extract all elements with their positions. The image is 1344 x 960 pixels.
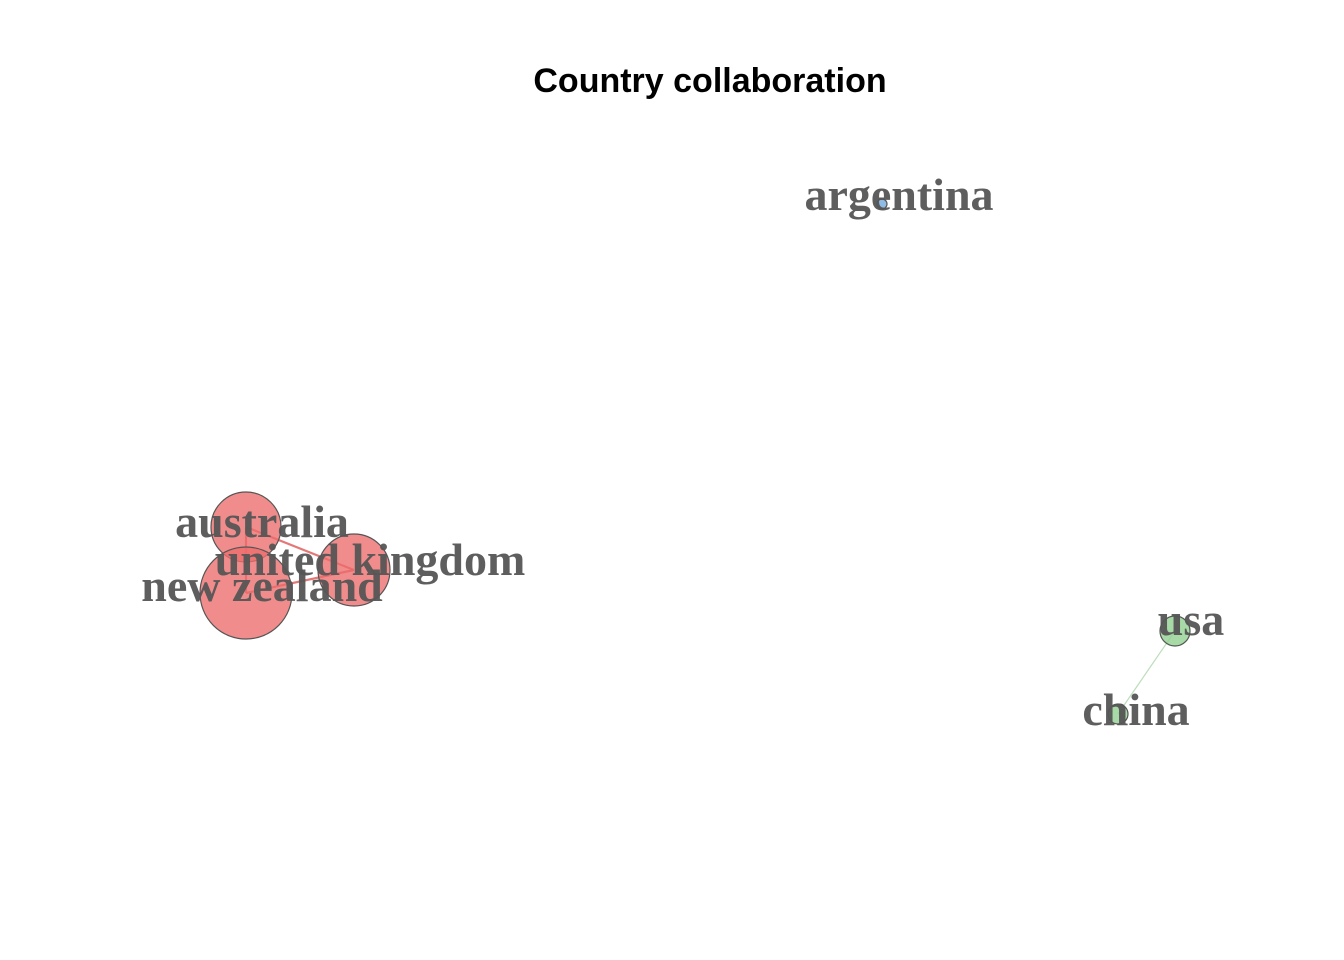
node-argentina[interactable] (876, 198, 888, 210)
node-label-new-zealand: new zealand (141, 560, 383, 611)
node-new-zealand[interactable] (199, 546, 293, 640)
node-usa[interactable] (1159, 615, 1191, 647)
chart-title: Country collaboration (533, 62, 886, 100)
node-label-argentina: argentina (804, 169, 993, 220)
node-label-australia: australia (175, 496, 349, 547)
edge-usa-china (1117, 630, 1176, 715)
node-label-usa: usa (1158, 594, 1224, 645)
node-label-united-kingdom: united kingdom (215, 534, 526, 585)
node-label-china: china (1082, 684, 1189, 735)
node-china[interactable] (1107, 703, 1129, 725)
nodes-layer (199, 198, 1191, 725)
node-united-kingdom[interactable] (317, 533, 391, 607)
